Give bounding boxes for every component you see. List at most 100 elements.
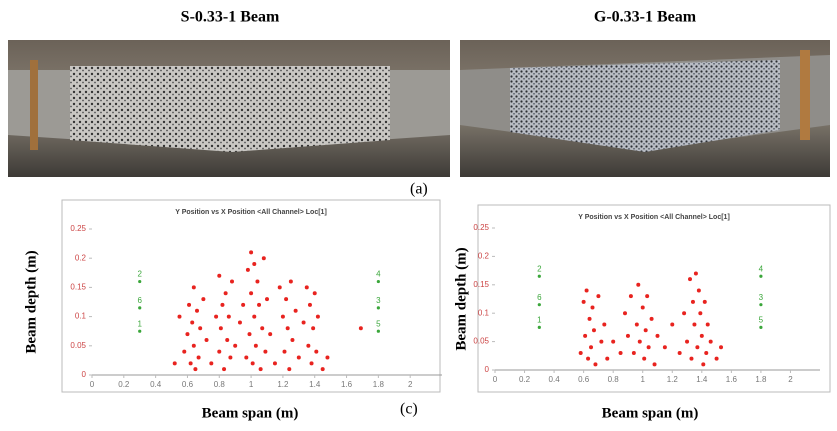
x-axis-label: Beam span (m) [202, 405, 299, 421]
y-tick-label: 0.2 [478, 252, 490, 261]
data-point [282, 349, 287, 354]
y-tick-label: 0.15 [70, 283, 86, 292]
plot-frame [61, 199, 441, 393]
data-point [312, 291, 317, 296]
data-point [237, 320, 242, 325]
y-tick-label: 0 [485, 365, 490, 374]
data-point [759, 274, 763, 278]
data-point [204, 337, 209, 342]
data-point [376, 306, 380, 310]
data-point [241, 302, 246, 307]
x-tick-label: 0 [90, 380, 95, 389]
data-point [245, 267, 250, 272]
data-point [261, 256, 266, 261]
y-tick-label: 0.15 [473, 280, 489, 289]
y-tick-label: 0.25 [473, 223, 489, 232]
point-label: 1 [138, 319, 143, 328]
data-point [618, 350, 623, 355]
data-point [177, 314, 182, 319]
data-point [649, 316, 654, 321]
x-tick-label: 1.4 [309, 380, 321, 389]
data-point [280, 314, 285, 319]
data-point [693, 271, 698, 276]
data-point [537, 325, 541, 329]
data-point [217, 273, 222, 278]
data-point [670, 322, 675, 327]
x-tick-label: 1 [249, 380, 254, 389]
y-tick-label: 0 [82, 370, 87, 379]
data-point [358, 326, 363, 331]
data-point [252, 314, 257, 319]
point-label: 5 [759, 316, 764, 325]
data-point [314, 349, 319, 354]
point-label: 4 [759, 264, 764, 273]
data-point [759, 325, 763, 329]
data-point [258, 367, 263, 372]
x-tick-label: 2 [408, 380, 413, 389]
data-point [662, 345, 667, 350]
point-label: 3 [759, 293, 764, 302]
data-point [225, 337, 230, 342]
data-point [696, 288, 701, 293]
photo [8, 40, 450, 177]
data-point [284, 297, 289, 302]
data-point [634, 322, 639, 327]
y-axis-label: Beam depth (m) [453, 247, 469, 350]
x-tick-label: 0.2 [519, 375, 531, 384]
data-point [685, 339, 690, 344]
data-point [138, 279, 142, 284]
x-tick-label: 0.8 [608, 375, 620, 384]
data-point [701, 362, 706, 367]
data-point [288, 279, 293, 284]
data-point [217, 349, 222, 354]
data-point [602, 322, 607, 327]
data-point [320, 367, 325, 372]
data-point [209, 361, 214, 366]
data-point [223, 291, 228, 296]
data-point [714, 356, 719, 361]
y-tick-label: 0.1 [478, 308, 490, 317]
data-point [315, 314, 320, 319]
data-point [586, 356, 591, 361]
data-point [642, 356, 647, 361]
data-point [277, 285, 282, 290]
data-point [688, 277, 692, 282]
point-label: 2 [138, 270, 143, 279]
x-tick-label: 1.2 [277, 380, 289, 389]
data-point [196, 355, 201, 360]
data-point [631, 350, 636, 355]
data-point [702, 299, 707, 304]
data-point [698, 311, 703, 316]
data-point [625, 333, 630, 338]
x-tick-label: 1.8 [373, 380, 385, 389]
chart-title: Y Position vs X Position <All Channel> L… [578, 214, 730, 221]
data-point [287, 367, 292, 372]
data-point [537, 274, 541, 278]
data-point [190, 320, 195, 325]
data-point [611, 339, 616, 344]
point-label: 6 [537, 293, 542, 302]
x-tick-label: 1.6 [726, 375, 738, 384]
data-point [309, 361, 314, 366]
data-point [376, 279, 380, 284]
data-point [695, 345, 700, 350]
point-label: 3 [376, 296, 381, 305]
data-point [699, 333, 704, 338]
data-point [637, 339, 642, 344]
data-point [268, 332, 273, 337]
y-tick-label: 0.1 [75, 312, 87, 321]
data-point [260, 326, 265, 331]
data-point [646, 345, 651, 350]
data-point [187, 302, 192, 307]
x-tick-label: 2 [788, 375, 793, 384]
data-point [252, 262, 257, 267]
data-point [220, 302, 225, 307]
data-point [301, 320, 306, 325]
x-tick-label: 1.6 [341, 380, 353, 389]
y-axis-label: Beam depth (m) [23, 250, 39, 353]
x-tick-label: 0.2 [118, 380, 130, 389]
chart-title: Y Position vs X Position <All Channel> L… [175, 209, 327, 216]
data-point [591, 328, 596, 333]
data-point [182, 349, 187, 354]
data-point [290, 337, 295, 342]
